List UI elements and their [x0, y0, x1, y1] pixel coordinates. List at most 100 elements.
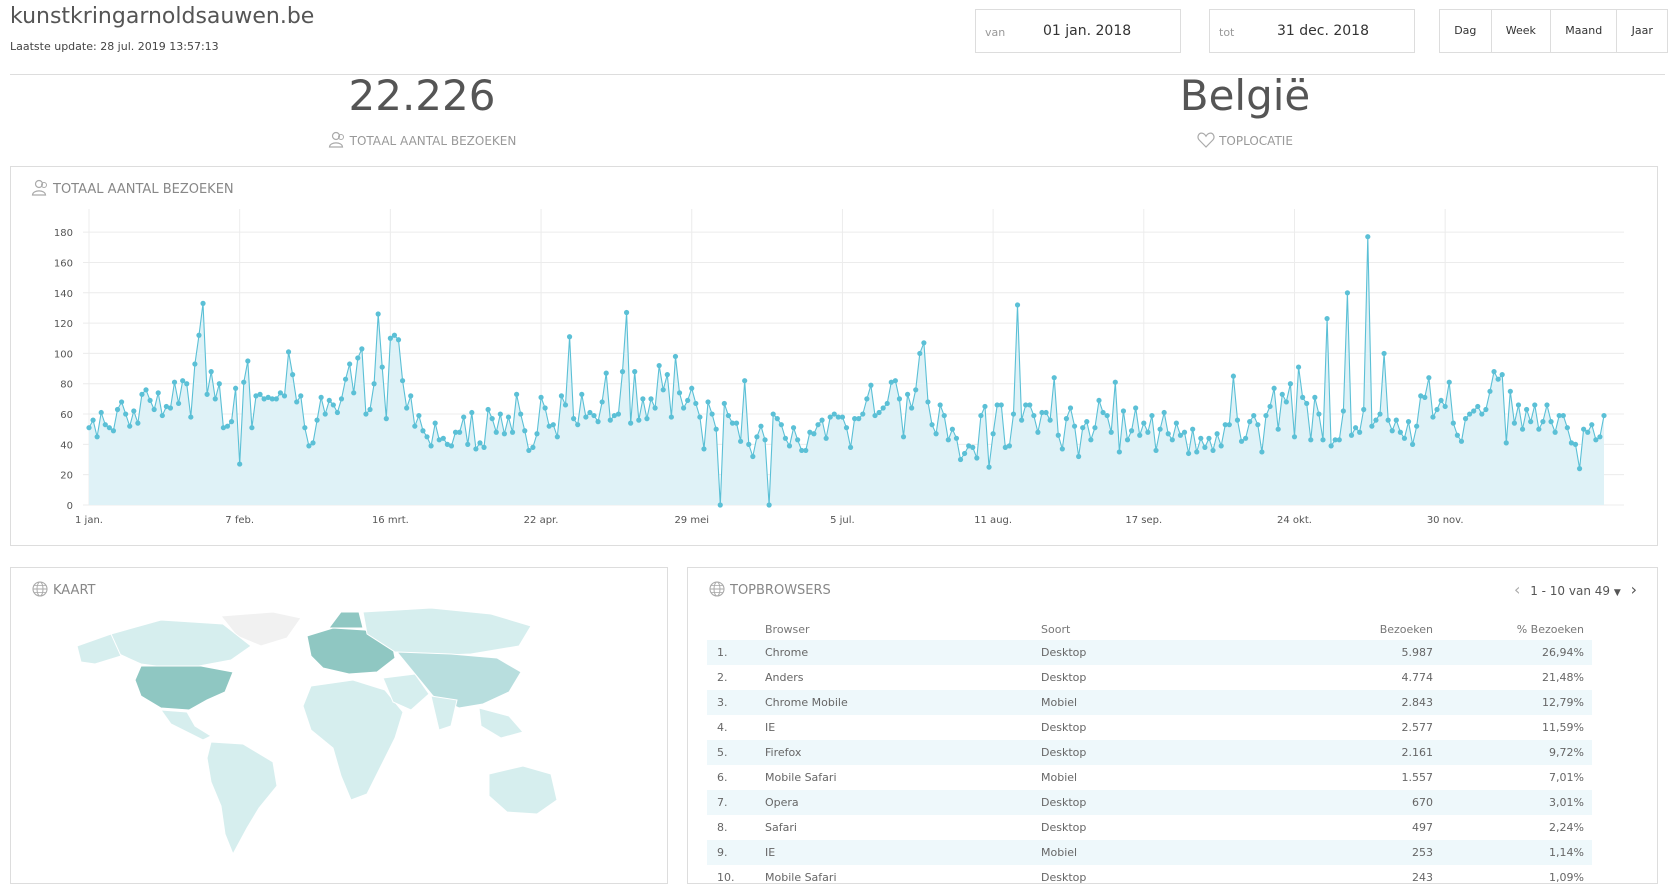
next-page-icon[interactable]: › [1630, 580, 1637, 599]
row-rank: 4. [717, 721, 728, 734]
row-type: Desktop [1041, 871, 1087, 884]
data-point [754, 434, 760, 440]
users-icon [31, 179, 47, 196]
data-point [485, 406, 491, 413]
row-browser: Mobile Safari [765, 771, 837, 784]
data-point [1401, 435, 1408, 441]
row-visits-pct: 11,59% [1542, 721, 1584, 734]
data-point [1475, 403, 1481, 410]
data-point [583, 414, 589, 420]
map-africa [302, 679, 404, 801]
kpi-location-label: TOPLOCATIE [1219, 134, 1293, 148]
data-point [1540, 419, 1546, 425]
range-year-button[interactable]: Jaar [1631, 24, 1653, 37]
data-point [998, 402, 1004, 408]
data-point [949, 426, 955, 432]
data-point [672, 353, 679, 360]
visits-line-chart[interactable]: 0 20 40 60 80 100 120 140 160 180 1 jan. 7 feb. 16 m… [11, 167, 1657, 545]
data-point [1312, 394, 1318, 400]
visits-area [89, 236, 1604, 505]
data-point [1536, 426, 1542, 432]
data-point [852, 416, 858, 422]
data-point [843, 425, 850, 431]
data-point [432, 420, 438, 426]
col-browser[interactable]: Browser [765, 622, 810, 636]
data-point [571, 416, 577, 422]
range-day-button[interactable]: Dag [1440, 10, 1492, 52]
data-point [237, 461, 243, 467]
data-point [738, 438, 744, 444]
data-point [322, 411, 328, 417]
kpi-visits-label: TOTAAL AANTAL BEZOEKEN [349, 134, 517, 148]
data-point [546, 423, 552, 429]
world-map[interactable] [11, 568, 667, 883]
map-middle-east [382, 673, 430, 711]
data-point [1495, 376, 1501, 382]
date-from-field[interactable]: van 01 jan. 2018 [975, 9, 1181, 53]
data-point [1487, 388, 1493, 394]
row-browser: Chrome [764, 640, 1040, 665]
col-visits-pct[interactable]: % Bezoeken [1516, 622, 1584, 636]
data-point [766, 502, 772, 508]
prev-page-icon[interactable]: ‹ [1513, 580, 1521, 599]
data-point [188, 414, 194, 420]
data-point [558, 393, 565, 399]
data-point [1283, 399, 1289, 405]
data-point [171, 379, 178, 385]
data-point [208, 369, 214, 375]
pager-select[interactable]: 1 - 10 van 49 ▼ [1530, 584, 1621, 598]
data-point [314, 417, 320, 423]
range-week-button[interactable]: Week [1492, 10, 1552, 52]
heart-icon [1197, 132, 1215, 148]
range-selector: Dag Week Maand Jaar [1439, 9, 1668, 53]
data-point [514, 391, 520, 397]
data-point [819, 417, 825, 423]
col-type[interactable]: Soort [1041, 622, 1071, 636]
data-point [290, 372, 296, 378]
data-point [1014, 302, 1021, 308]
map-scandinavia [328, 611, 364, 629]
data-point [538, 394, 544, 400]
data-point [1564, 425, 1570, 431]
data-point [1206, 435, 1212, 441]
data-point [1503, 440, 1509, 446]
data-point [387, 335, 393, 341]
data-point [786, 443, 793, 449]
row-visits: 2.843 [1340, 690, 1441, 715]
data-point [660, 387, 666, 393]
date-to-value[interactable]: 31 dec. 2018 [1277, 23, 1369, 39]
kpi-total-visits: 22.226 TOTAAL AANTAL BEZOEKEN [272, 73, 572, 149]
data-point [628, 420, 634, 426]
data-point [701, 446, 707, 452]
map-russia [362, 607, 532, 657]
data-point [994, 402, 1000, 408]
data-point [1548, 419, 1554, 425]
map-se-asia [478, 707, 524, 739]
data-point [1409, 441, 1416, 447]
data-point [1316, 411, 1322, 417]
date-to-field[interactable]: tot 31 dec. 2018 [1209, 9, 1415, 53]
row-browser: Firefox [764, 740, 1040, 765]
row-visits-pct: 1,14% [1441, 840, 1592, 865]
col-visits[interactable]: Bezoeken [1379, 622, 1433, 636]
data-point [778, 422, 784, 428]
table-header-row: Browser Soort Bezoeken % Bezoeken [707, 618, 1592, 640]
data-point [1137, 432, 1143, 438]
caret-down-icon: ▼ [1613, 588, 1621, 598]
header-divider [10, 74, 1665, 75]
x-tick-label: 22 apr. [524, 515, 559, 526]
map-australia [488, 765, 558, 815]
data-point [615, 411, 622, 417]
data-point [1385, 417, 1391, 423]
data-point [1080, 425, 1086, 431]
data-point [253, 393, 259, 399]
data-point [1507, 388, 1513, 394]
data-point [774, 416, 780, 422]
data-point [933, 431, 939, 437]
data-point [1304, 400, 1310, 407]
data-point [1071, 423, 1078, 429]
data-point [477, 440, 483, 446]
date-to-label: tot [1219, 26, 1235, 39]
range-month-button[interactable]: Maand [1551, 10, 1618, 52]
date-from-value[interactable]: 01 jan. 2018 [1043, 23, 1132, 39]
